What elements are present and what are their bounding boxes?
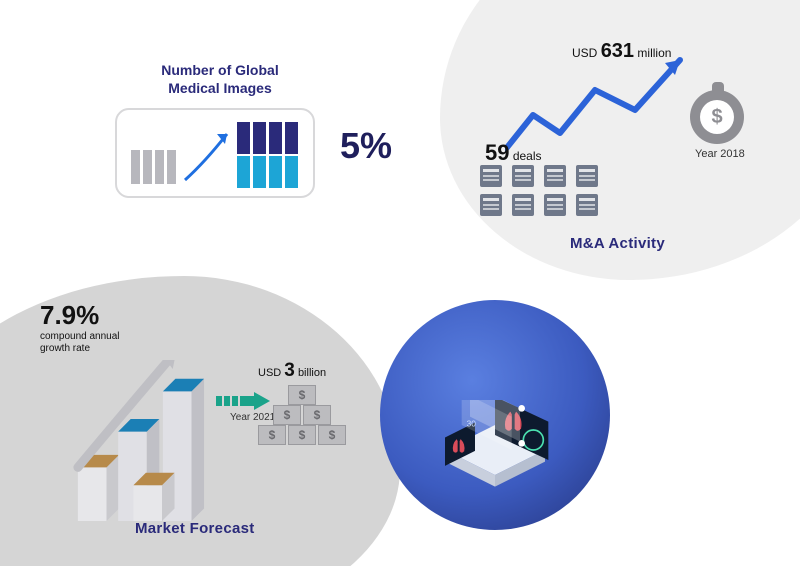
document-icon [544, 194, 566, 216]
document-icon [544, 165, 566, 187]
moneybag-icon: $ [690, 90, 744, 144]
market-forecast-bars-icon [60, 360, 230, 530]
document-icon [512, 194, 534, 216]
document-icon [576, 165, 598, 187]
money-brick: $ [288, 385, 316, 405]
ma-doc-icons [480, 165, 602, 218]
money-brick: $ [318, 425, 346, 445]
document-icon [480, 194, 502, 216]
document-icon [480, 165, 502, 187]
money-brick: $ [288, 425, 316, 445]
document-icon [576, 194, 598, 216]
money-brick: $ [303, 405, 331, 425]
money-brick: $ [258, 425, 286, 445]
market-forecast-title: Market Forecast [135, 520, 255, 537]
global-medical-images-title: Number of Global Medical Images [145, 62, 295, 97]
document-icon [512, 165, 534, 187]
money-pyramid-icon: $$$$$$ [258, 385, 346, 445]
five-percent-stat: 5% [340, 125, 392, 167]
global-medical-images-chart [127, 122, 307, 188]
svg-text:30: 30 [467, 419, 477, 429]
ma-section-title: M&A Activity [570, 235, 665, 252]
medical-imaging-illustration: 30 [380, 300, 610, 530]
growth-rate-stat: 7.9% compound annualgrowth rate [40, 300, 120, 354]
money-brick: $ [273, 405, 301, 425]
global-medical-images-card [115, 108, 315, 198]
forecast-usd-value: USD 3 billion [258, 360, 326, 382]
ma-deals-value: 59 deals [485, 140, 542, 166]
ma-year-label: Year 2018 [695, 148, 745, 160]
